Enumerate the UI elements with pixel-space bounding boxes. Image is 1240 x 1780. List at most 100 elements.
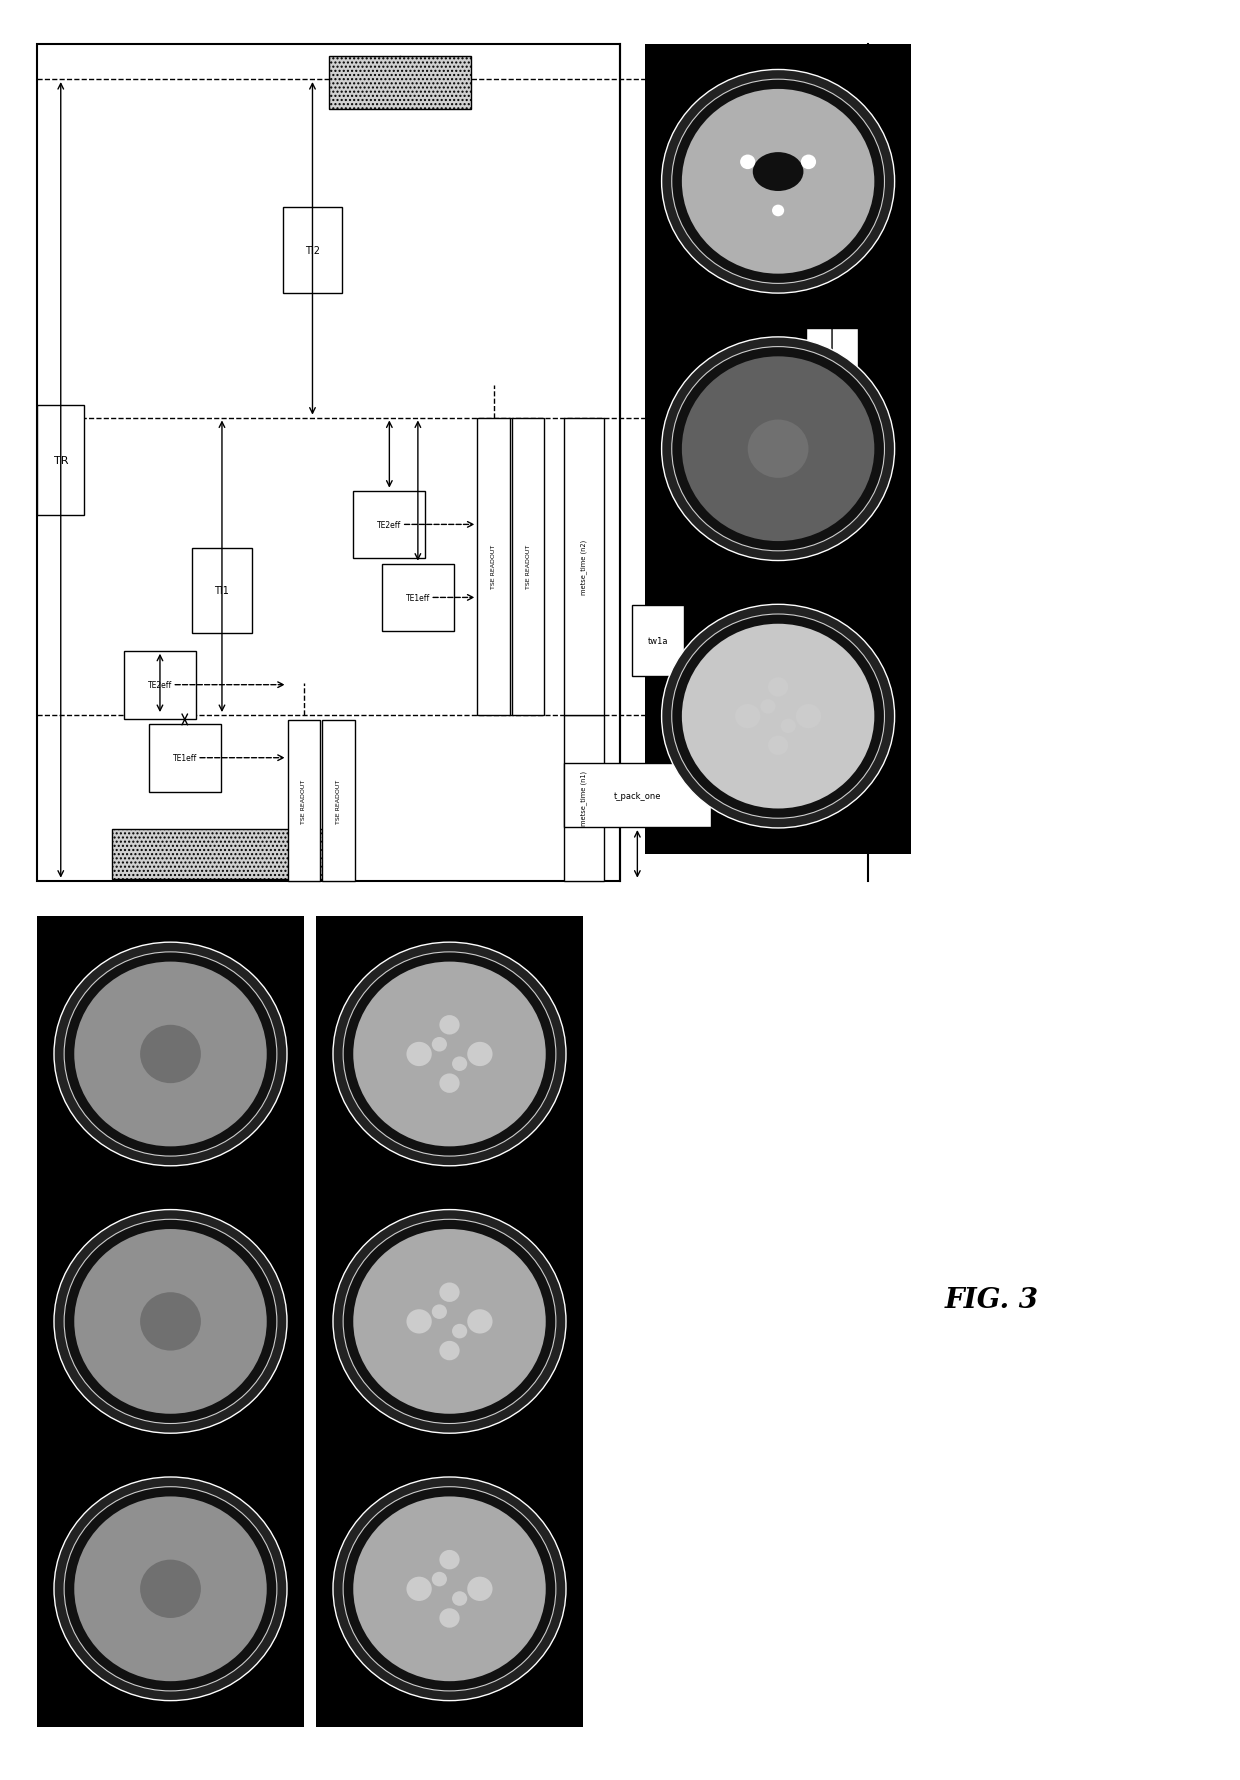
Ellipse shape — [55, 943, 286, 1166]
Bar — [477, 418, 510, 716]
Ellipse shape — [334, 943, 565, 1166]
Ellipse shape — [662, 71, 894, 294]
Bar — [806, 329, 858, 400]
Ellipse shape — [439, 1550, 460, 1570]
Ellipse shape — [353, 1230, 546, 1413]
Text: TSE READOUT: TSE READOUT — [526, 545, 531, 589]
Ellipse shape — [682, 89, 874, 274]
Ellipse shape — [439, 1609, 460, 1627]
Ellipse shape — [439, 1016, 460, 1034]
Ellipse shape — [74, 961, 267, 1146]
Text: TI2: TI2 — [305, 246, 320, 256]
Ellipse shape — [432, 1305, 446, 1319]
Ellipse shape — [353, 1497, 546, 1682]
Ellipse shape — [672, 614, 884, 819]
Ellipse shape — [55, 1477, 286, 1700]
Ellipse shape — [672, 347, 884, 552]
Text: tw2: tw2 — [825, 360, 839, 370]
Ellipse shape — [453, 1057, 467, 1072]
Text: TE1eff: TE1eff — [172, 753, 197, 764]
Bar — [37, 44, 620, 881]
Text: tw1b: tw1b — [738, 493, 758, 504]
Ellipse shape — [682, 625, 874, 810]
Bar — [283, 208, 342, 294]
Ellipse shape — [439, 1340, 460, 1360]
Text: TSE READOUT: TSE READOUT — [336, 780, 341, 822]
Ellipse shape — [343, 1486, 556, 1691]
Ellipse shape — [760, 700, 775, 714]
Text: TSE READOUT: TSE READOUT — [301, 780, 306, 822]
Ellipse shape — [74, 1497, 267, 1682]
Text: t_pack_one: t_pack_one — [614, 790, 661, 801]
Ellipse shape — [662, 605, 894, 828]
Ellipse shape — [64, 1219, 277, 1424]
Text: TSE READOUT: TSE READOUT — [491, 545, 496, 589]
Ellipse shape — [334, 1210, 565, 1433]
Ellipse shape — [55, 1210, 286, 1433]
Ellipse shape — [64, 1486, 277, 1691]
Bar — [37, 917, 304, 1727]
Bar — [322, 721, 355, 881]
Bar — [37, 406, 84, 516]
Ellipse shape — [407, 1310, 432, 1333]
Text: FIG. 3: FIG. 3 — [945, 1285, 1039, 1314]
Bar — [564, 764, 711, 828]
Bar — [288, 721, 320, 881]
Ellipse shape — [753, 153, 804, 192]
Ellipse shape — [735, 705, 760, 728]
Bar — [329, 57, 471, 110]
Ellipse shape — [796, 705, 821, 728]
Ellipse shape — [467, 1577, 492, 1600]
Ellipse shape — [662, 338, 894, 561]
Ellipse shape — [74, 1230, 267, 1413]
Text: TE2eff: TE2eff — [148, 680, 172, 691]
Ellipse shape — [334, 1477, 565, 1700]
Ellipse shape — [343, 1219, 556, 1424]
Ellipse shape — [467, 1043, 492, 1066]
Text: metse_time (n2): metse_time (n2) — [580, 539, 588, 595]
Text: TI1: TI1 — [215, 586, 229, 596]
Text: TE2eff: TE2eff — [377, 520, 402, 530]
Ellipse shape — [140, 1292, 201, 1351]
Text: metse_time (n1): metse_time (n1) — [580, 771, 588, 826]
Ellipse shape — [140, 1559, 201, 1618]
Ellipse shape — [439, 1283, 460, 1303]
Ellipse shape — [432, 1038, 446, 1052]
Bar — [722, 463, 774, 534]
Ellipse shape — [740, 155, 755, 171]
Ellipse shape — [773, 205, 784, 217]
Ellipse shape — [439, 1073, 460, 1093]
Ellipse shape — [407, 1577, 432, 1600]
Ellipse shape — [768, 737, 789, 755]
Text: TR: TR — [53, 456, 68, 466]
Ellipse shape — [140, 1025, 201, 1084]
Ellipse shape — [64, 952, 277, 1157]
Ellipse shape — [781, 719, 796, 733]
Bar — [124, 651, 196, 719]
Ellipse shape — [343, 952, 556, 1157]
Text: tw1a: tw1a — [649, 635, 668, 646]
Ellipse shape — [353, 961, 546, 1146]
Bar — [564, 716, 604, 881]
Ellipse shape — [682, 358, 874, 541]
Bar — [149, 724, 221, 792]
Bar — [645, 44, 911, 854]
Bar — [564, 418, 604, 716]
Bar — [112, 829, 329, 879]
Bar — [353, 491, 425, 559]
Bar — [632, 605, 684, 676]
Bar — [382, 564, 454, 632]
Bar — [192, 548, 252, 634]
Ellipse shape — [768, 678, 789, 698]
Bar — [316, 917, 583, 1727]
Ellipse shape — [748, 420, 808, 479]
Ellipse shape — [407, 1043, 432, 1066]
Bar — [512, 418, 544, 716]
Ellipse shape — [432, 1572, 446, 1586]
Ellipse shape — [467, 1310, 492, 1333]
Ellipse shape — [672, 80, 884, 285]
Ellipse shape — [801, 155, 816, 171]
Ellipse shape — [453, 1591, 467, 1606]
Text: TE1eff: TE1eff — [405, 593, 430, 603]
Ellipse shape — [453, 1324, 467, 1339]
